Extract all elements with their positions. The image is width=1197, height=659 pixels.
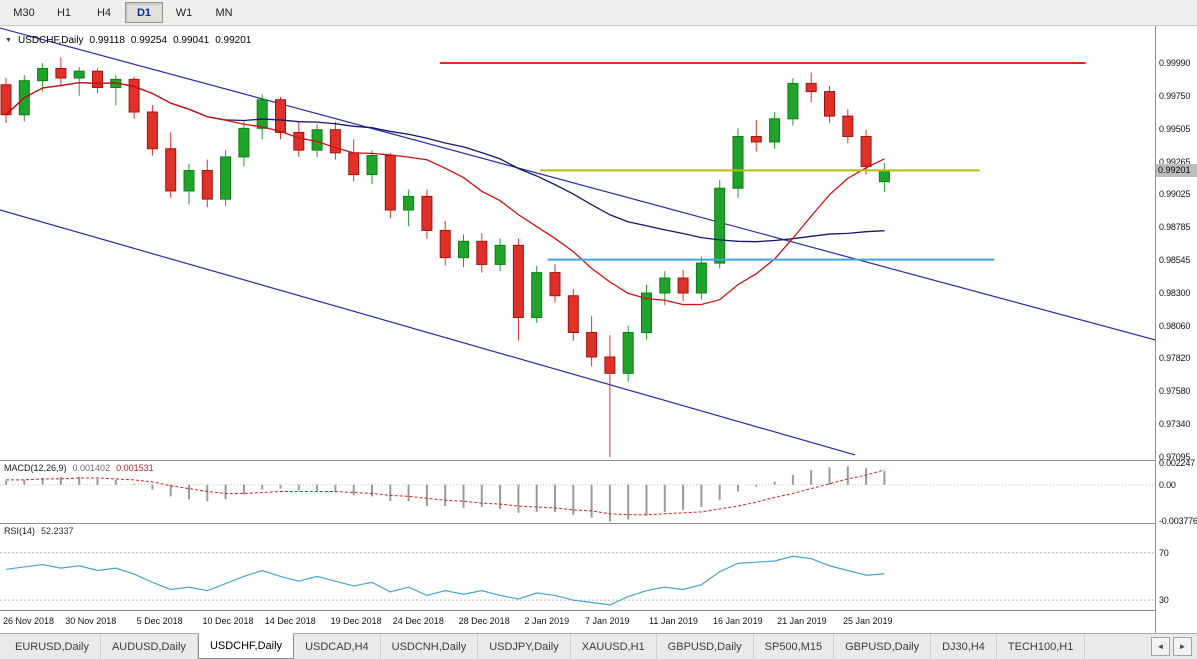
tab-scroll-controls: ◄ ► (1151, 634, 1197, 659)
macd-chart-canvas[interactable] (0, 461, 1155, 523)
tab-scroll-right-button[interactable]: ► (1173, 637, 1192, 656)
timeframe-button-w1[interactable]: W1 (175, 6, 193, 19)
chart-ohlc-header: ▼ USDCHF,Daily 0.99118 0.99254 0.99041 0… (5, 35, 251, 46)
chart-tab-eurusd-daily[interactable]: EURUSD,Daily (4, 634, 101, 659)
rsi-name: RSI(14) (4, 526, 36, 536)
arrow-right-icon: ► (1178, 642, 1187, 651)
macd-name: MACD(12,26,9) (4, 463, 67, 473)
price-axis-label: 0.98060 (1159, 320, 1191, 331)
chart-low-value: 0.99041 (173, 35, 210, 46)
macd-indicator-panel[interactable]: MACD(12,26,9) 0.001402 0.001531 (0, 461, 1155, 524)
date-axis-label: 19 Dec 2018 (330, 616, 382, 626)
rsi-label: RSI(14) 52.2337 (4, 526, 74, 536)
chart-symbol-label: USDCHF,Daily (17, 35, 84, 46)
date-axis-label: 2 Jan 2019 (524, 616, 570, 626)
rsi-axis-label: 30 (1159, 595, 1169, 606)
chart-tab-sp500-m15[interactable]: SP500,M15 (754, 634, 835, 659)
timeframe-toolbar: M30 H1 H4 D1 W1 MN (0, 0, 1197, 26)
trendlines-layer (0, 27, 1155, 456)
price-axis-label: 0.99505 (1159, 124, 1191, 135)
price-axis-label: 0.97820 (1159, 353, 1191, 364)
price-axis-label: 0.97095 (1159, 452, 1191, 462)
date-axis-label: 16 Jan 2019 (713, 616, 763, 626)
rsi-indicator-panel[interactable]: RSI(14) 52.2337 (0, 524, 1155, 611)
arrow-left-icon: ◄ (1156, 642, 1165, 651)
date-axis-label: 26 Nov 2018 (3, 616, 55, 626)
chart-tab-gbpusd-daily[interactable]: GBPUSD,Daily (834, 634, 932, 659)
macd-signal-value: 0.001531 (116, 463, 154, 473)
tab-scroll-left-button[interactable]: ◄ (1151, 637, 1170, 656)
chart-tab-usdcad-h4[interactable]: USDCAD,H4 (294, 634, 381, 659)
macd-histogram-layer (5, 466, 886, 522)
chart-tab-dj30-h4[interactable]: DJ30,H4 (931, 634, 997, 659)
date-axis-label: 25 Jan 2019 (842, 616, 893, 626)
price-axis-label: 0.99265 (1159, 156, 1191, 167)
main-chart-panel[interactable]: ▼ USDCHF,Daily 0.99118 0.99254 0.99041 0… (0, 26, 1155, 461)
timeframe-button-d1[interactable]: D1 (125, 2, 163, 23)
date-axis-label: 24 Dec 2018 (392, 616, 444, 626)
timeframe-button-h1[interactable]: H1 (56, 6, 72, 19)
price-axis-label: 0.97340 (1159, 418, 1191, 429)
date-axis-label: 10 Dec 2018 (202, 616, 254, 626)
rsi-line (5, 555, 885, 606)
price-axis-label: 0.98300 (1159, 288, 1191, 298)
timeframe-button-m30[interactable]: M30 (13, 6, 35, 19)
current-price-badge: 0.99201 (1156, 164, 1197, 178)
macd-main-value: 0.001402 (72, 463, 111, 473)
moving-averages-layer (5, 81, 885, 306)
candlestick-chart-canvas[interactable] (0, 26, 1155, 460)
macd-axis-label: -0.003776 (1159, 516, 1197, 527)
chart-open-value: 0.99118 (89, 35, 125, 46)
chart-tab-usdjpy-daily[interactable]: USDJPY,Daily (478, 634, 571, 659)
date-axis-label: 7 Jan 2019 (584, 616, 630, 626)
price-axis-label: 0.99990 (1159, 58, 1191, 69)
chart-close-value: 0.99201 (215, 35, 252, 46)
date-axis-label: 5 Dec 2018 (136, 616, 183, 626)
price-axis-label: 0.98545 (1159, 254, 1191, 265)
date-axis-label: 28 Dec 2018 (458, 616, 510, 626)
date-axis-label: 14 Dec 2018 (264, 616, 316, 626)
rsi-levels-layer (0, 552, 1155, 601)
chart-tab-usdcnh-daily[interactable]: USDCNH,Daily (381, 634, 479, 659)
chart-window: ▼ USDCHF,Daily 0.99118 0.99254 0.99041 0… (0, 26, 1197, 633)
horizontal-lines-layer (439, 62, 1086, 261)
rsi-chart-canvas[interactable] (0, 524, 1155, 610)
date-axis-label: 30 Nov 2018 (65, 616, 117, 626)
macd-signal-line (6, 469, 885, 516)
date-axis-label: 11 Jan 2019 (648, 616, 698, 626)
price-axis-label: 0.99750 (1159, 90, 1191, 101)
chart-tab-gbpusd-daily[interactable]: GBPUSD,Daily (657, 634, 754, 659)
rsi-value: 52.2337 (41, 526, 74, 536)
macd-axis-label: 0.00 (1159, 479, 1176, 490)
price-axis[interactable]: 0.99990 0.99750 0.99505 0.99265 0.99025 0.987… (1155, 26, 1197, 633)
chart-high-value: 0.99254 (130, 35, 168, 46)
price-axis-label: 0.97580 (1159, 386, 1191, 396)
chart-tabs: EURUSD,Daily AUDUSD,Daily USDCHF,Daily USDC… (4, 633, 1086, 659)
price-axis-label: 0.99025 (1159, 189, 1191, 200)
timeframe-button-h4[interactable]: H4 (96, 6, 112, 19)
macd-axis-label: 0.002247 (1159, 457, 1195, 468)
date-axis-label: 21 Jan 2019 (777, 616, 827, 626)
rsi-axis-label: 70 (1159, 547, 1169, 558)
chart-tab-bar: EURUSD,Daily AUDUSD,Daily USDCHF,Daily USDC… (0, 633, 1197, 659)
chart-tab-tech100-h1[interactable]: TECH100,H1 (997, 634, 1086, 659)
candles-layer (0, 57, 890, 458)
chart-tab-usdchf-daily[interactable]: USDCHF,Daily (197, 633, 295, 659)
timeframe-button-mn[interactable]: MN (215, 6, 233, 19)
chart-tab-xauusd-h1[interactable]: XAUUSD,H1 (571, 634, 657, 659)
time-axis[interactable]: 26 Nov 2018 30 Nov 2018 5 Dec 2018 10 Dec 2… (0, 611, 1155, 633)
chart-tab-audusd-daily[interactable]: AUDUSD,Daily (101, 634, 198, 659)
macd-label: MACD(12,26,9) 0.001402 0.001531 (4, 463, 154, 473)
price-axis-label: 0.98785 (1159, 222, 1191, 232)
chart-menu-icon[interactable]: ▼ (5, 37, 12, 44)
